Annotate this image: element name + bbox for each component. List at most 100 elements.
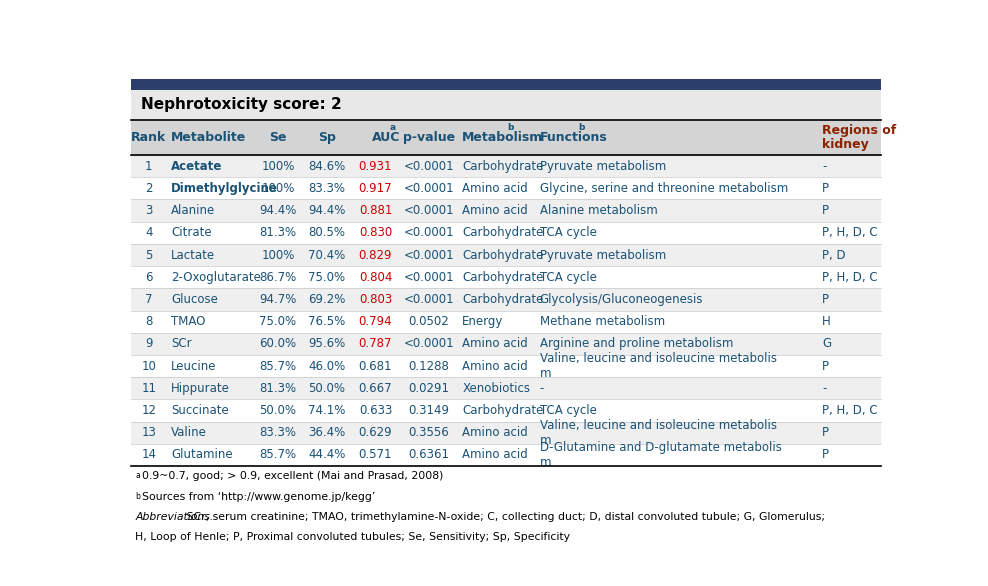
Text: 0.0291: 0.0291	[408, 382, 450, 395]
Text: Glycolysis/Gluconeogenesis: Glycolysis/Gluconeogenesis	[539, 293, 703, 306]
Text: H, Loop of Henle; P, Proximal convoluted tubules; Se, Sensitivity; Sp, Specifici: H, Loop of Henle; P, Proximal convoluted…	[135, 532, 570, 541]
Text: 0.917: 0.917	[359, 182, 392, 195]
Text: SCr: SCr	[171, 338, 192, 350]
Text: a: a	[390, 123, 396, 132]
Text: 75.0%: 75.0%	[308, 271, 345, 284]
Bar	[131, 79, 881, 90]
Text: 74.1%: 74.1%	[308, 404, 346, 417]
Bar	[131, 177, 881, 199]
Text: Amino acid: Amino acid	[462, 204, 528, 217]
Text: <0.0001: <0.0001	[403, 293, 454, 306]
Text: <0.0001: <0.0001	[403, 159, 454, 173]
Text: 50.0%: 50.0%	[308, 382, 345, 395]
Text: 11: 11	[141, 382, 156, 395]
Text: AUC: AUC	[372, 131, 401, 144]
Text: Leucine: Leucine	[171, 360, 216, 373]
Text: Alanine metabolism: Alanine metabolism	[539, 204, 657, 217]
Text: 46.0%: 46.0%	[308, 360, 345, 373]
Text: 3: 3	[145, 204, 152, 217]
Text: 0.0502: 0.0502	[408, 315, 450, 328]
Text: TCA cycle: TCA cycle	[539, 226, 597, 239]
Text: TCA cycle: TCA cycle	[539, 271, 597, 284]
Text: 100%: 100%	[261, 159, 294, 173]
Text: Glutamine: Glutamine	[171, 448, 233, 462]
Text: 4: 4	[145, 226, 152, 239]
Text: 60.0%: 60.0%	[260, 338, 296, 350]
Text: P, H, D, C: P, H, D, C	[822, 271, 878, 284]
Text: P, D: P, D	[822, 248, 846, 261]
Text: 83.3%: 83.3%	[260, 426, 296, 440]
Text: 85.7%: 85.7%	[260, 448, 296, 462]
Text: 84.6%: 84.6%	[308, 159, 345, 173]
Text: Xenobiotics: Xenobiotics	[462, 382, 531, 395]
Text: 0.6361: 0.6361	[408, 448, 450, 462]
Text: G: G	[822, 338, 832, 350]
Text: 83.3%: 83.3%	[308, 182, 345, 195]
Text: Valine: Valine	[171, 426, 207, 440]
Text: b: b	[135, 492, 140, 500]
Text: 0.804: 0.804	[359, 271, 392, 284]
Text: Energy: Energy	[462, 315, 504, 328]
Text: Amino acid: Amino acid	[462, 426, 528, 440]
Bar	[131, 400, 881, 422]
Text: Glycine, serine and threonine metabolism: Glycine, serine and threonine metabolism	[539, 182, 787, 195]
Text: P: P	[822, 448, 829, 462]
Text: Amino acid: Amino acid	[462, 182, 528, 195]
Text: 0.830: 0.830	[359, 226, 392, 239]
Bar	[131, 244, 881, 266]
Text: 0.829: 0.829	[359, 248, 392, 261]
Bar	[131, 120, 881, 155]
Text: -: -	[822, 159, 827, 173]
Text: Nephrotoxicity score: 2: Nephrotoxicity score: 2	[140, 97, 341, 113]
Text: Amino acid: Amino acid	[462, 360, 528, 373]
Text: 70.4%: 70.4%	[308, 248, 345, 261]
Text: P: P	[822, 204, 829, 217]
Text: 85.7%: 85.7%	[260, 360, 296, 373]
Text: kidney: kidney	[822, 138, 869, 151]
Text: Alanine: Alanine	[171, 204, 215, 217]
Bar	[131, 90, 881, 120]
Text: 0.794: 0.794	[359, 315, 392, 328]
Text: 0.633: 0.633	[359, 404, 392, 417]
Text: Dimethylglycine: Dimethylglycine	[171, 182, 278, 195]
Text: Sources from ‘http://www.genome.jp/kegg’: Sources from ‘http://www.genome.jp/kegg’	[142, 492, 375, 502]
Text: 44.4%: 44.4%	[308, 448, 346, 462]
Text: D-Glutamine and D-glutamate metabolis
m: D-Glutamine and D-glutamate metabolis m	[539, 441, 782, 469]
Text: 69.2%: 69.2%	[308, 293, 346, 306]
Text: Carbohydrate: Carbohydrate	[462, 404, 543, 417]
Text: P: P	[822, 360, 829, 373]
Text: SCr, serum creatinine; TMAO, trimethylamine-N-oxide; C, collecting duct; D, dist: SCr, serum creatinine; TMAO, trimethylam…	[183, 512, 825, 522]
Text: 9: 9	[145, 338, 152, 350]
Bar	[131, 444, 881, 466]
Text: 81.3%: 81.3%	[260, 382, 296, 395]
Text: 0.931: 0.931	[359, 159, 392, 173]
Text: P: P	[822, 426, 829, 440]
Text: 1: 1	[145, 159, 152, 173]
Text: 8: 8	[145, 315, 152, 328]
Text: 95.6%: 95.6%	[308, 338, 345, 350]
Text: 2: 2	[145, 182, 152, 195]
Text: P, H, D, C: P, H, D, C	[822, 404, 878, 417]
Text: 5: 5	[145, 248, 152, 261]
Text: 10: 10	[141, 360, 156, 373]
Text: <0.0001: <0.0001	[403, 204, 454, 217]
Bar	[131, 155, 881, 177]
Text: 0.667: 0.667	[359, 382, 392, 395]
Text: Arginine and proline metabolism: Arginine and proline metabolism	[539, 338, 733, 350]
Text: Pyruvate metabolism: Pyruvate metabolism	[539, 159, 666, 173]
Text: <0.0001: <0.0001	[403, 271, 454, 284]
Text: 86.7%: 86.7%	[259, 271, 296, 284]
Text: Abbreviations.: Abbreviations.	[135, 512, 213, 522]
Text: <0.0001: <0.0001	[403, 226, 454, 239]
Text: 0.787: 0.787	[359, 338, 392, 350]
Text: Metabolism: Metabolism	[462, 131, 543, 144]
Text: 94.4%: 94.4%	[308, 204, 346, 217]
Text: Citrate: Citrate	[171, 226, 211, 239]
Bar	[131, 222, 881, 244]
Text: 0.681: 0.681	[359, 360, 392, 373]
Bar	[131, 377, 881, 400]
Text: 0.3149: 0.3149	[408, 404, 450, 417]
Text: TCA cycle: TCA cycle	[539, 404, 597, 417]
Text: P: P	[822, 293, 829, 306]
Text: Carbohydrate: Carbohydrate	[462, 271, 543, 284]
